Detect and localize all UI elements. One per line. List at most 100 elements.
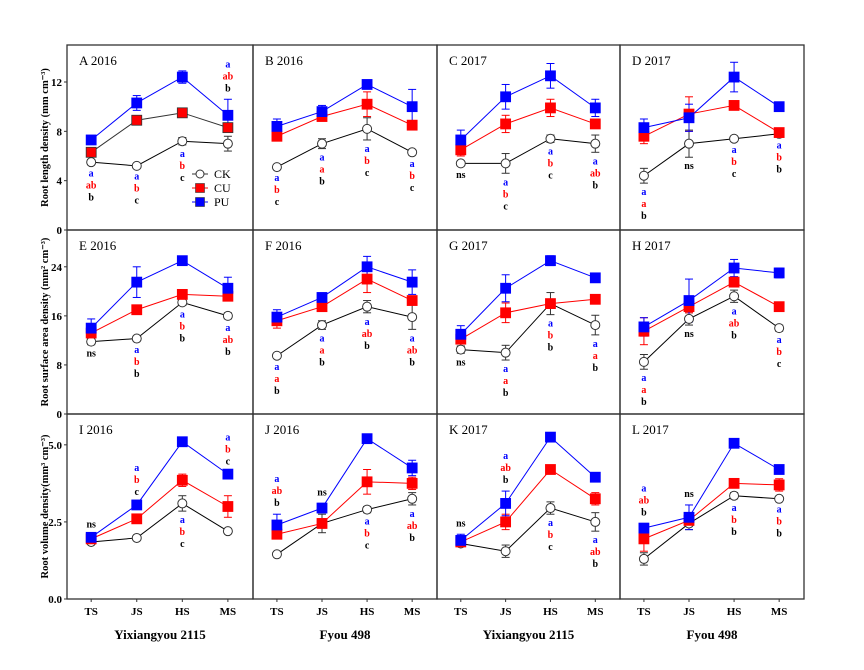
data-point-ck — [684, 313, 694, 324]
panel-title: C 2017 — [449, 53, 487, 68]
data-point-pu — [500, 498, 512, 509]
series-line-cu — [460, 107, 596, 151]
significance-letter: a — [134, 463, 139, 474]
significance-letter: b — [319, 177, 325, 188]
data-point-pu — [85, 134, 97, 146]
data-point-pu — [589, 272, 601, 284]
panel-title: G 2017 — [449, 238, 488, 253]
data-point-ck — [729, 133, 740, 144]
significance-letter: a — [134, 345, 139, 356]
data-point-cu — [773, 479, 785, 491]
significance-letter: a — [274, 173, 279, 184]
data-point-ck — [222, 310, 233, 321]
series-line-pu — [460, 260, 596, 335]
data-point-cu — [589, 118, 601, 130]
data-point-cu — [406, 119, 418, 131]
legend-marker-pu — [195, 197, 205, 207]
data-point-ck — [271, 549, 282, 560]
data-point-ck — [774, 323, 785, 334]
significance-letter: b — [776, 347, 782, 358]
series-line-ck — [91, 502, 229, 543]
panel-title: A 2016 — [79, 53, 117, 68]
data-point-ck — [545, 133, 556, 144]
data-point-cu — [728, 100, 740, 111]
y-tick-label: 12 — [51, 77, 63, 89]
data-point-cu — [638, 533, 650, 545]
data-point-pu — [85, 531, 97, 543]
significance-letter: ns — [86, 519, 96, 530]
significance-letter: c — [410, 183, 415, 194]
significance-letter: a — [641, 187, 646, 198]
series-line-pu — [276, 83, 413, 127]
series-line-ck — [276, 306, 413, 357]
significance-letter: b — [180, 527, 186, 538]
significance-letter: c — [275, 197, 280, 208]
significance-letter: ns — [456, 170, 466, 181]
y-tick-label: 0.0 — [48, 594, 62, 606]
data-point-pu — [271, 519, 283, 531]
significance-letter: b — [88, 193, 94, 204]
x-tick-label: MS — [404, 606, 421, 618]
data-point-ck — [222, 526, 233, 537]
legend-label-ck: CK — [214, 167, 231, 181]
significance-letter: c — [226, 456, 231, 467]
significance-letter: b — [134, 369, 140, 380]
significance-letter: a — [641, 385, 646, 396]
significance-letter: a — [593, 535, 598, 546]
significance-letter: c — [777, 359, 782, 370]
x-tick-label: TS — [454, 606, 467, 618]
data-point-ck — [590, 138, 601, 149]
x-tick-label: JS — [316, 606, 328, 618]
data-point-pu — [406, 101, 418, 113]
x-tick-label: JS — [131, 606, 143, 618]
y-tick-label: 4 — [57, 176, 63, 188]
panel-title: F 2016 — [265, 238, 302, 253]
significance-letter: b — [225, 444, 231, 455]
data-point-ck — [684, 138, 694, 149]
significance-letter: b — [776, 152, 782, 163]
significance-letter: ab — [590, 547, 601, 558]
significance-letter: b — [503, 388, 509, 399]
significance-letter: a — [503, 364, 508, 375]
significance-letter: ab — [86, 181, 97, 192]
data-point-pu — [361, 261, 373, 273]
series-line-pu — [90, 76, 229, 141]
x-tick-label: HS — [360, 606, 375, 618]
series-line-ck — [460, 138, 596, 164]
x-tick-label: TS — [84, 606, 97, 618]
series-line-ck — [460, 507, 596, 552]
significance-letter: ns — [86, 349, 96, 360]
significance-letter: ns — [456, 357, 466, 368]
series-line-cu — [276, 103, 413, 137]
x-tick-label: MS — [771, 606, 788, 618]
x-tick-label: MS — [220, 606, 237, 618]
significance-letter: ab — [500, 463, 511, 474]
data-point-ck — [500, 347, 511, 358]
panel-title: K 2017 — [449, 422, 488, 437]
data-point-pu — [455, 134, 467, 146]
significance-letter: b — [134, 357, 140, 368]
series-line-ck — [276, 128, 413, 168]
data-point-cu — [406, 477, 418, 489]
data-point-ck — [317, 320, 327, 331]
significance-letter: b — [274, 185, 280, 196]
significance-letter: a — [225, 323, 230, 334]
data-point-cu — [589, 493, 601, 505]
y-tick-label: 16 — [51, 311, 63, 323]
significance-letter: c — [732, 169, 737, 180]
significance-letter: a — [641, 199, 646, 210]
data-point-ck — [590, 320, 601, 331]
data-point-cu — [85, 146, 97, 158]
data-point-pu — [176, 436, 188, 448]
significance-letter: b — [776, 164, 782, 175]
significance-letter: b — [641, 507, 647, 518]
significance-letter: a — [732, 145, 737, 156]
series-line-cu — [643, 281, 780, 332]
data-point-ck — [774, 493, 785, 504]
significance-letter: a — [503, 376, 508, 387]
significance-letter: ab — [590, 168, 601, 179]
y-tick-label: 2.5 — [48, 517, 62, 529]
significance-letter: a — [548, 518, 553, 529]
data-point-ck — [455, 158, 466, 169]
